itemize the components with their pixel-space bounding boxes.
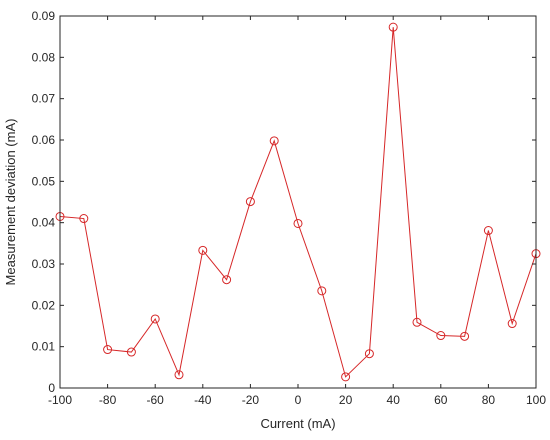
data-point bbox=[364, 349, 374, 359]
x-tick-label: 40 bbox=[387, 393, 401, 407]
x-tick-label: -80 bbox=[99, 393, 117, 407]
y-tick-label: 0.03 bbox=[32, 257, 56, 271]
data-point bbox=[483, 226, 493, 236]
x-tick-label: -40 bbox=[194, 393, 212, 407]
data-point bbox=[293, 218, 303, 228]
data-point bbox=[460, 331, 470, 341]
data-point bbox=[126, 347, 136, 357]
y-tick-label: 0.02 bbox=[32, 298, 56, 312]
data-point bbox=[222, 275, 232, 285]
data-point bbox=[507, 319, 517, 329]
y-tick-label: 0.07 bbox=[32, 92, 56, 106]
y-tick-label: 0.08 bbox=[32, 50, 56, 64]
data-point bbox=[269, 136, 279, 146]
data-point bbox=[388, 22, 398, 32]
x-tick-label: 80 bbox=[482, 393, 496, 407]
y-tick-label: 0 bbox=[48, 381, 55, 395]
x-ticks: -100 -80 -60 -40 -20 0 20 40 60 80 100 bbox=[48, 16, 546, 407]
data-point bbox=[79, 214, 89, 224]
data-point bbox=[412, 317, 422, 327]
data-point bbox=[341, 372, 351, 382]
y-tick-label: 0.04 bbox=[32, 216, 56, 230]
x-tick-label: 20 bbox=[339, 393, 353, 407]
y-tick-label: 0.09 bbox=[32, 9, 56, 23]
y-tick-label: 0.01 bbox=[32, 340, 56, 354]
data-point bbox=[245, 197, 255, 207]
x-tick-label: 0 bbox=[295, 393, 302, 407]
y-tick-label: 0.05 bbox=[32, 174, 56, 188]
data-point bbox=[436, 331, 446, 341]
x-tick-label: 60 bbox=[434, 393, 448, 407]
x-tick-label: 100 bbox=[526, 393, 546, 407]
data-point bbox=[150, 314, 160, 324]
data-point bbox=[103, 345, 113, 355]
x-axis-label: Current (mA) bbox=[260, 416, 335, 431]
plot-area bbox=[60, 16, 536, 388]
data-point bbox=[317, 286, 327, 296]
x-tick-label: -60 bbox=[147, 393, 165, 407]
data-point bbox=[198, 245, 208, 255]
series-line bbox=[59, 27, 537, 378]
x-tick-label: -20 bbox=[242, 393, 260, 407]
y-axis-label: Measurement deviation (mA) bbox=[3, 119, 18, 286]
y-tick-label: 0.06 bbox=[32, 133, 56, 147]
x-tick-label: -100 bbox=[48, 393, 72, 407]
y-ticks: 0 0.01 0.02 0.03 0.04 0.05 0.06 0.07 0.08 0.09 bbox=[32, 9, 536, 395]
data-point bbox=[174, 370, 184, 380]
